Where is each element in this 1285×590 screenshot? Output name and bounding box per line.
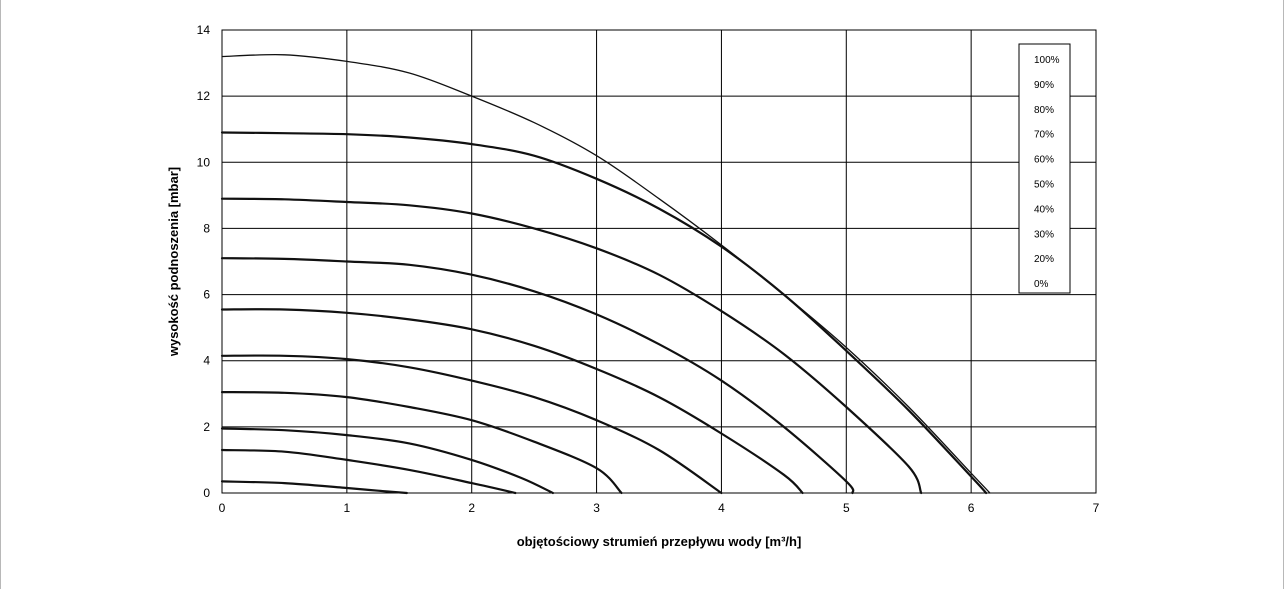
series-line-60pct bbox=[220, 308, 804, 495]
legend-entry: 100% bbox=[1034, 55, 1060, 66]
y-tick-label: 12 bbox=[197, 89, 211, 103]
legend-entry: 80% bbox=[1034, 105, 1054, 116]
y-tick-label: 0 bbox=[203, 486, 210, 500]
x-tick-label: 5 bbox=[843, 501, 850, 515]
legend-entry: 60% bbox=[1034, 155, 1054, 166]
legend-entry: 70% bbox=[1034, 130, 1054, 141]
x-tick-label: 4 bbox=[718, 501, 725, 515]
y-tick-label: 4 bbox=[203, 354, 210, 368]
series-line-20pct bbox=[220, 448, 517, 495]
legend-entry: 0% bbox=[1034, 279, 1049, 290]
y-tick-label: 10 bbox=[197, 155, 211, 169]
series-line-50pct bbox=[220, 354, 723, 495]
y-tick-label: 6 bbox=[203, 288, 210, 302]
legend-entry: 30% bbox=[1034, 229, 1054, 240]
series-line-30pct bbox=[220, 427, 554, 495]
legend-box bbox=[1018, 43, 1071, 294]
legend-entry: 90% bbox=[1034, 80, 1054, 91]
y-axis-title: wysokość podnoszenia [mbar] bbox=[166, 167, 181, 357]
legend: 100% 90% 80% 70% 60% 50% 40% 30% 20% 0% bbox=[1018, 43, 1071, 294]
y-tick-label: 8 bbox=[203, 221, 210, 235]
series-line-100pct bbox=[221, 53, 991, 494]
series-lines bbox=[220, 53, 991, 495]
y-tick-label: 2 bbox=[203, 420, 210, 434]
y-tick-label: 14 bbox=[197, 23, 211, 37]
plot-area-border bbox=[221, 29, 1097, 494]
x-tick-label: 2 bbox=[468, 501, 475, 515]
series-line-80pct bbox=[220, 197, 923, 495]
x-tick-label: 7 bbox=[1093, 501, 1100, 515]
series-line-40pct bbox=[220, 391, 623, 495]
x-tick-label: 1 bbox=[344, 501, 351, 515]
x-tick-label: 6 bbox=[968, 501, 975, 515]
legend-entry: 40% bbox=[1034, 204, 1054, 215]
series-line-90pct bbox=[220, 131, 988, 495]
series-line-70pct bbox=[220, 257, 855, 495]
x-axis-title: objętościowy strumień przepływu wody [m³… bbox=[517, 534, 802, 549]
series-line-0pct bbox=[220, 480, 408, 495]
x-tick-label: 3 bbox=[593, 501, 600, 515]
legend-entry: 20% bbox=[1034, 254, 1054, 265]
x-tick-label: 0 bbox=[219, 501, 226, 515]
legend-entry: 50% bbox=[1034, 180, 1054, 191]
